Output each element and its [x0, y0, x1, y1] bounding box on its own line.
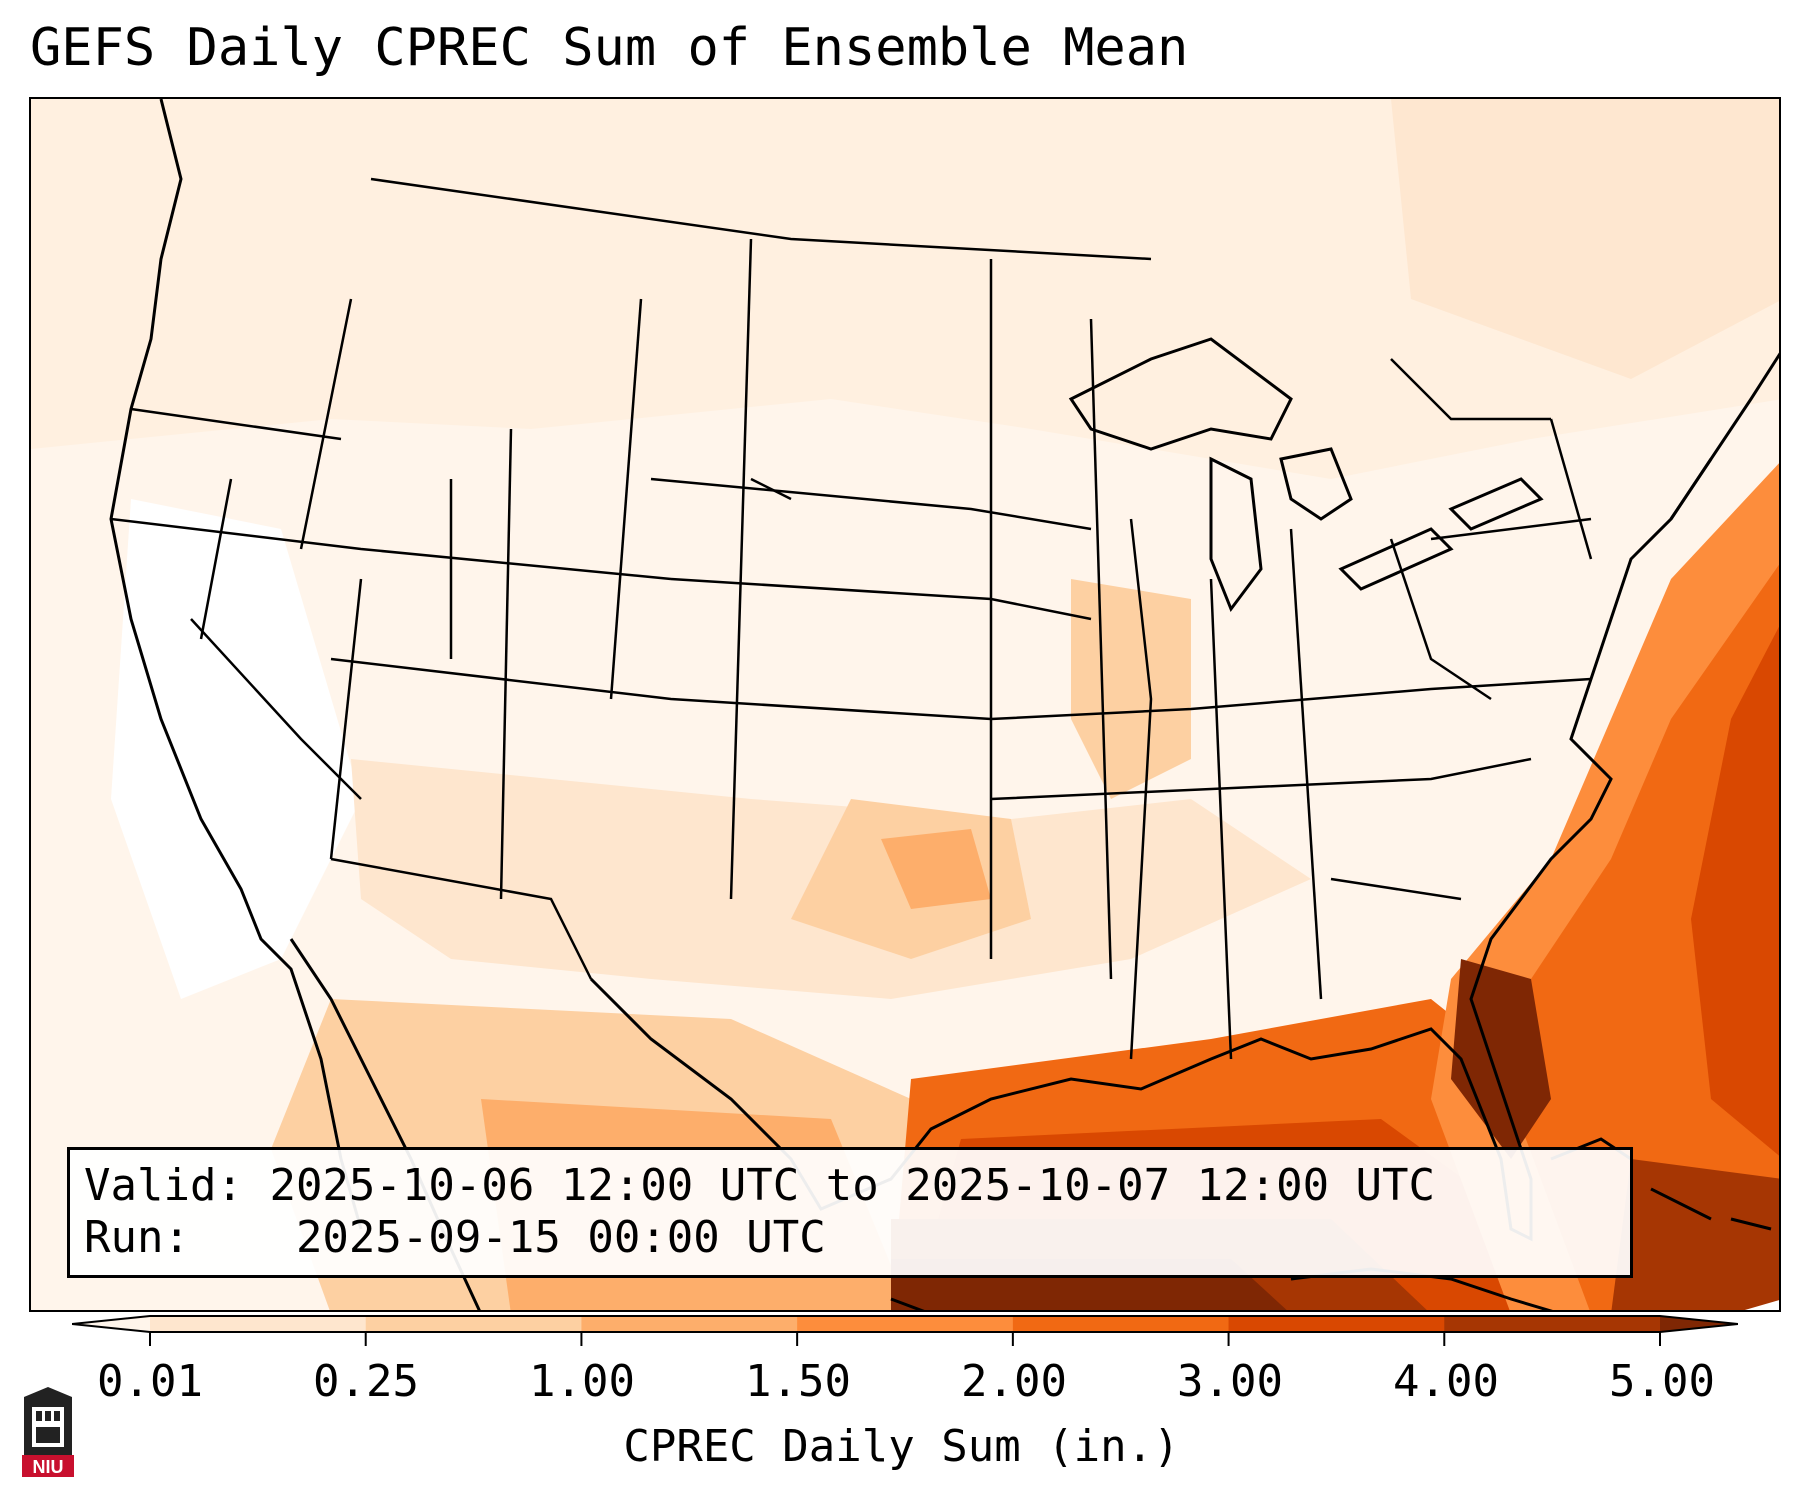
validity-info-box: Valid: 2025-10-06 12:00 UTC to 2025-10-0… — [67, 1147, 1633, 1278]
valid-value: 2025-10-06 12:00 UTC to 2025-10-07 12:00… — [269, 1160, 1436, 1211]
valid-row: Valid: 2025-10-06 12:00 UTC to 2025-10-0… — [84, 1160, 1616, 1212]
colorbar-extend-low — [72, 1316, 150, 1332]
colorbar-ticks — [149, 1332, 1661, 1346]
shade-caribbean — [1611, 1159, 1779, 1310]
valid-label: Valid: — [84, 1160, 243, 1211]
great-lakes — [1068, 337, 1544, 613]
precipitation-map[interactable] — [29, 97, 1781, 1312]
tick-label: 4.00 — [1393, 1356, 1499, 1407]
colorbar-segment — [150, 1316, 367, 1332]
run-label: Run: — [84, 1212, 190, 1263]
colorbar-segment — [1228, 1316, 1445, 1332]
tick-label: 0.25 — [313, 1356, 419, 1407]
colorbar-extend-high — [1660, 1316, 1738, 1332]
colorbar-segments — [72, 1316, 1738, 1332]
tick-label: 2.00 — [961, 1356, 1067, 1407]
map-title: GEFS Daily CPREC Sum of Ensemble Mean — [30, 18, 1189, 78]
coastlines — [109, 99, 1779, 1310]
colorbar-outline — [72, 1315, 1738, 1333]
shade-atlantic — [1511, 564, 1779, 1310]
colorbar-segment — [365, 1316, 582, 1332]
tick-label: 0.01 — [97, 1356, 203, 1407]
shade-atlantic-core — [1691, 626, 1779, 1156]
tick-label: 1.00 — [529, 1356, 635, 1407]
colorbar-segment — [1012, 1316, 1230, 1332]
map-corner — [1744, 1300, 1779, 1310]
shade-northeast-canada — [991, 99, 1779, 379]
shade-florida-coast-max — [1451, 959, 1551, 1159]
colorbar-segment — [797, 1316, 1014, 1332]
colorbar-segment — [1444, 1316, 1661, 1332]
tick-label: 5.00 — [1609, 1356, 1715, 1407]
shade-oklahoma-core — [881, 829, 991, 909]
tick-label: 1.50 — [745, 1356, 851, 1407]
run-value: 2025-09-15 00:00 UTC — [295, 1212, 826, 1263]
colorbar-label: CPREC Daily Sum (in.) — [623, 1421, 1180, 1472]
svg-text:NIU: NIU — [33, 1457, 64, 1477]
niu-logo: NIU — [22, 1387, 74, 1477]
map-svg — [31, 99, 1779, 1310]
colorbar-segment — [581, 1316, 798, 1332]
state-boundaries — [110, 177, 1593, 1060]
run-row: Run: 2025-09-15 00:00 UTC — [84, 1212, 1616, 1264]
colorbar — [72, 1315, 1738, 1346]
tick-label: 3.00 — [1177, 1356, 1283, 1407]
dry-region-west — [111, 499, 361, 999]
